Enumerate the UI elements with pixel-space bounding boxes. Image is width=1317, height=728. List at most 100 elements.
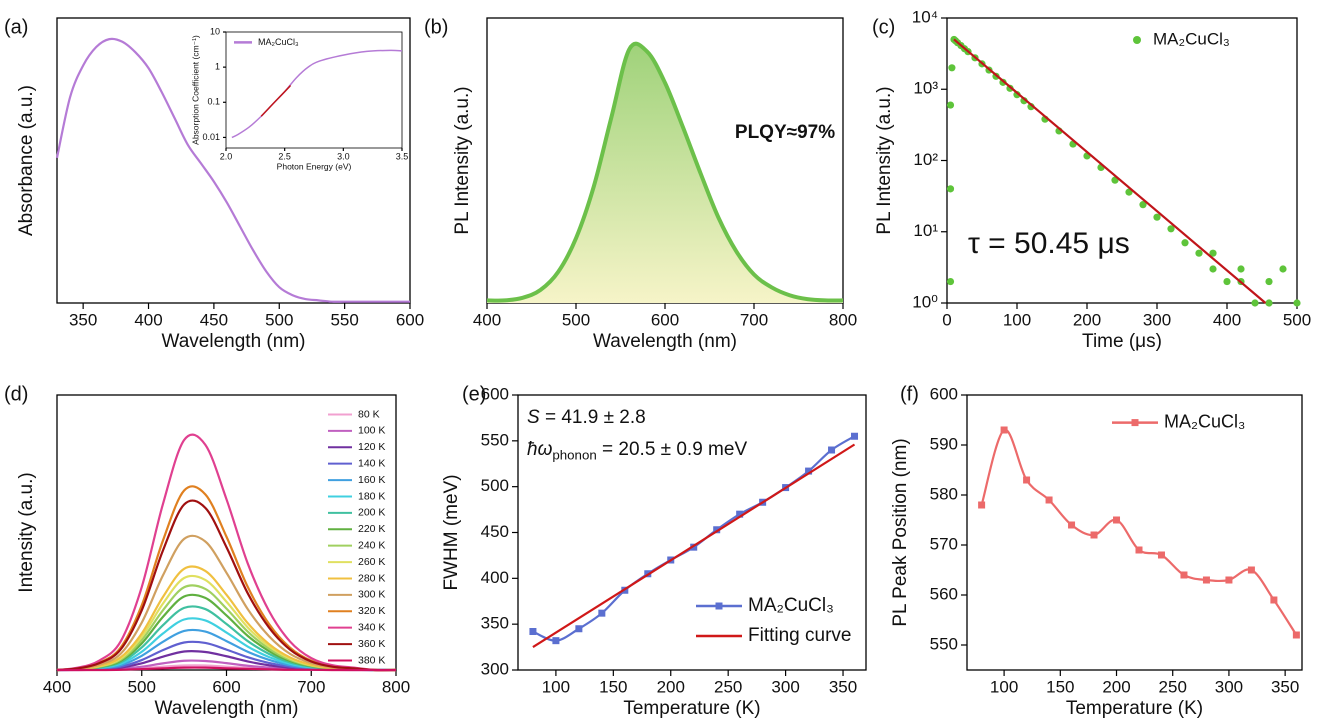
panel: (c) 0 100 200 300 400 500 10⁰ 10¹ 10² 10³ 10⁴ Time (… [872,7,1311,352]
panel-label: (e) [462,383,486,405]
x-tick-label: 500 [1283,310,1311,329]
data-line [56,499,397,672]
data-point [948,64,956,72]
x-tick-label: 300 [1143,310,1171,329]
x-tick-label: 250 [1159,677,1187,696]
data-marker [598,609,606,617]
data-marker [1225,576,1233,584]
annotation: S = 41.9 ± 2.8 [527,407,646,428]
y-tick-label: 350 [481,614,509,633]
x-axis-label: Wavelength (nm) [162,331,306,352]
data-line [55,37,410,303]
data-point [1279,265,1287,273]
x-tick-label: 800 [829,310,857,329]
y-tick-label: 550 [930,634,958,653]
y-tick-label: 590 [930,434,958,453]
legend-symbol [715,602,723,610]
legend-label: 180 K [358,490,385,502]
x-tick-label: 400 [473,310,501,329]
legend-symbol [1133,36,1141,44]
data-marker [736,510,744,518]
data-point [1195,249,1203,257]
x-tick-label: 500 [128,677,156,696]
y-axis-label: PL Peak Position (nm) [890,438,911,626]
x-tick-label: 550 [330,310,358,329]
x-tick-label: 500 [562,310,590,329]
plot-frame [966,394,1303,671]
data-point [1167,225,1175,233]
x-axis-label: Photon Energy (eV) [277,162,352,172]
legend-label: 260 K [358,556,385,568]
x-tick-label: 500 [265,310,293,329]
plot-frame [946,17,1298,304]
x-axis-label: Wavelength (nm) [593,331,737,352]
legend-label: 100 K [358,425,385,437]
legend-label: 300 K [358,589,385,601]
x-tick-label: 350 [829,677,857,696]
annotation: τ = 50.45 μs [968,227,1130,260]
legend-label: MA₂CuCl₃ [1164,411,1245,431]
x-axis-label: Wavelength (nm) [155,698,299,719]
annotation-part: PLQY≈97% [735,122,835,143]
annotation-part: = 20.5 ± 0.9 meV [597,439,748,460]
x-tick-label: 600 [396,310,424,329]
x-tick-label: 200 [1073,310,1101,329]
data-marker [1135,546,1143,554]
x-tick-label: 450 [200,310,228,329]
data-marker [1090,531,1098,539]
plot-frame [225,31,403,149]
plot-frame [56,394,397,671]
x-tick-label: 150 [599,677,627,696]
legend-label: 240 K [358,539,385,551]
data-marker [1000,426,1008,434]
data-line [532,443,856,649]
data-point [946,277,955,286]
x-tick-label: 100 [542,677,570,696]
annotation: PLQY≈97% [735,122,835,143]
data-marker [978,501,986,509]
y-tick-label: 0.1 [207,97,220,107]
x-tick-label: 350 [1271,677,1299,696]
y-axis-label: Absorbance (a.u.) [16,85,37,236]
y-tick-label: 10 [210,26,220,36]
panel: (e) 100 150 200 250 300 350 300 350 400 450 500 550 6… [441,383,867,719]
data-marker [1113,516,1121,524]
annotation-part: ħω [527,439,553,460]
data-point [1153,213,1161,221]
x-tick-label: 600 [212,677,240,696]
data-line [260,84,292,117]
y-axis-label: FWHM (meV) [441,474,462,590]
x-tick-label: 3.0 [337,152,350,162]
panel: (d) 400 500 600 700 800 Wavelength (nm) Intensi… [4,383,410,719]
annotation-part: S [527,407,540,428]
x-axis-label: Temperature (K) [623,698,760,719]
y-tick-label: 600 [930,384,958,403]
data-point [1251,299,1259,307]
data-point [946,185,955,193]
x-tick-label: 200 [657,677,685,696]
y-tick-label: 1 [215,62,220,72]
y-tick-label: 400 [481,568,509,587]
plot-frame [517,394,867,671]
panel-label: (d) [4,383,28,405]
legend-label: 360 K [358,638,385,650]
x-tick-label: 100 [990,677,1018,696]
y-tick-label: 10² [913,150,938,169]
data-marker [713,526,721,534]
panel: 2.0 2.5 3.0 3.5 0.01 0.1 1 10 Photon Energy (eV)… [190,26,408,171]
legend-label: 220 K [358,523,385,535]
area [487,43,843,303]
data-point [1265,299,1273,307]
x-tick-label: 200 [1102,677,1130,696]
panel-label: (b) [424,16,448,38]
x-tick-label: 300 [771,677,799,696]
data-marker [1157,551,1165,559]
data-line [57,666,396,672]
data-marker [552,637,560,645]
legend-label: 160 K [358,474,385,486]
legend-label: 80 K [358,408,380,420]
legend-label: 380 K [358,654,385,666]
x-tick-label: 700 [740,310,768,329]
panel-label: (c) [872,16,895,38]
legend-label: Fitting curve [748,625,851,646]
